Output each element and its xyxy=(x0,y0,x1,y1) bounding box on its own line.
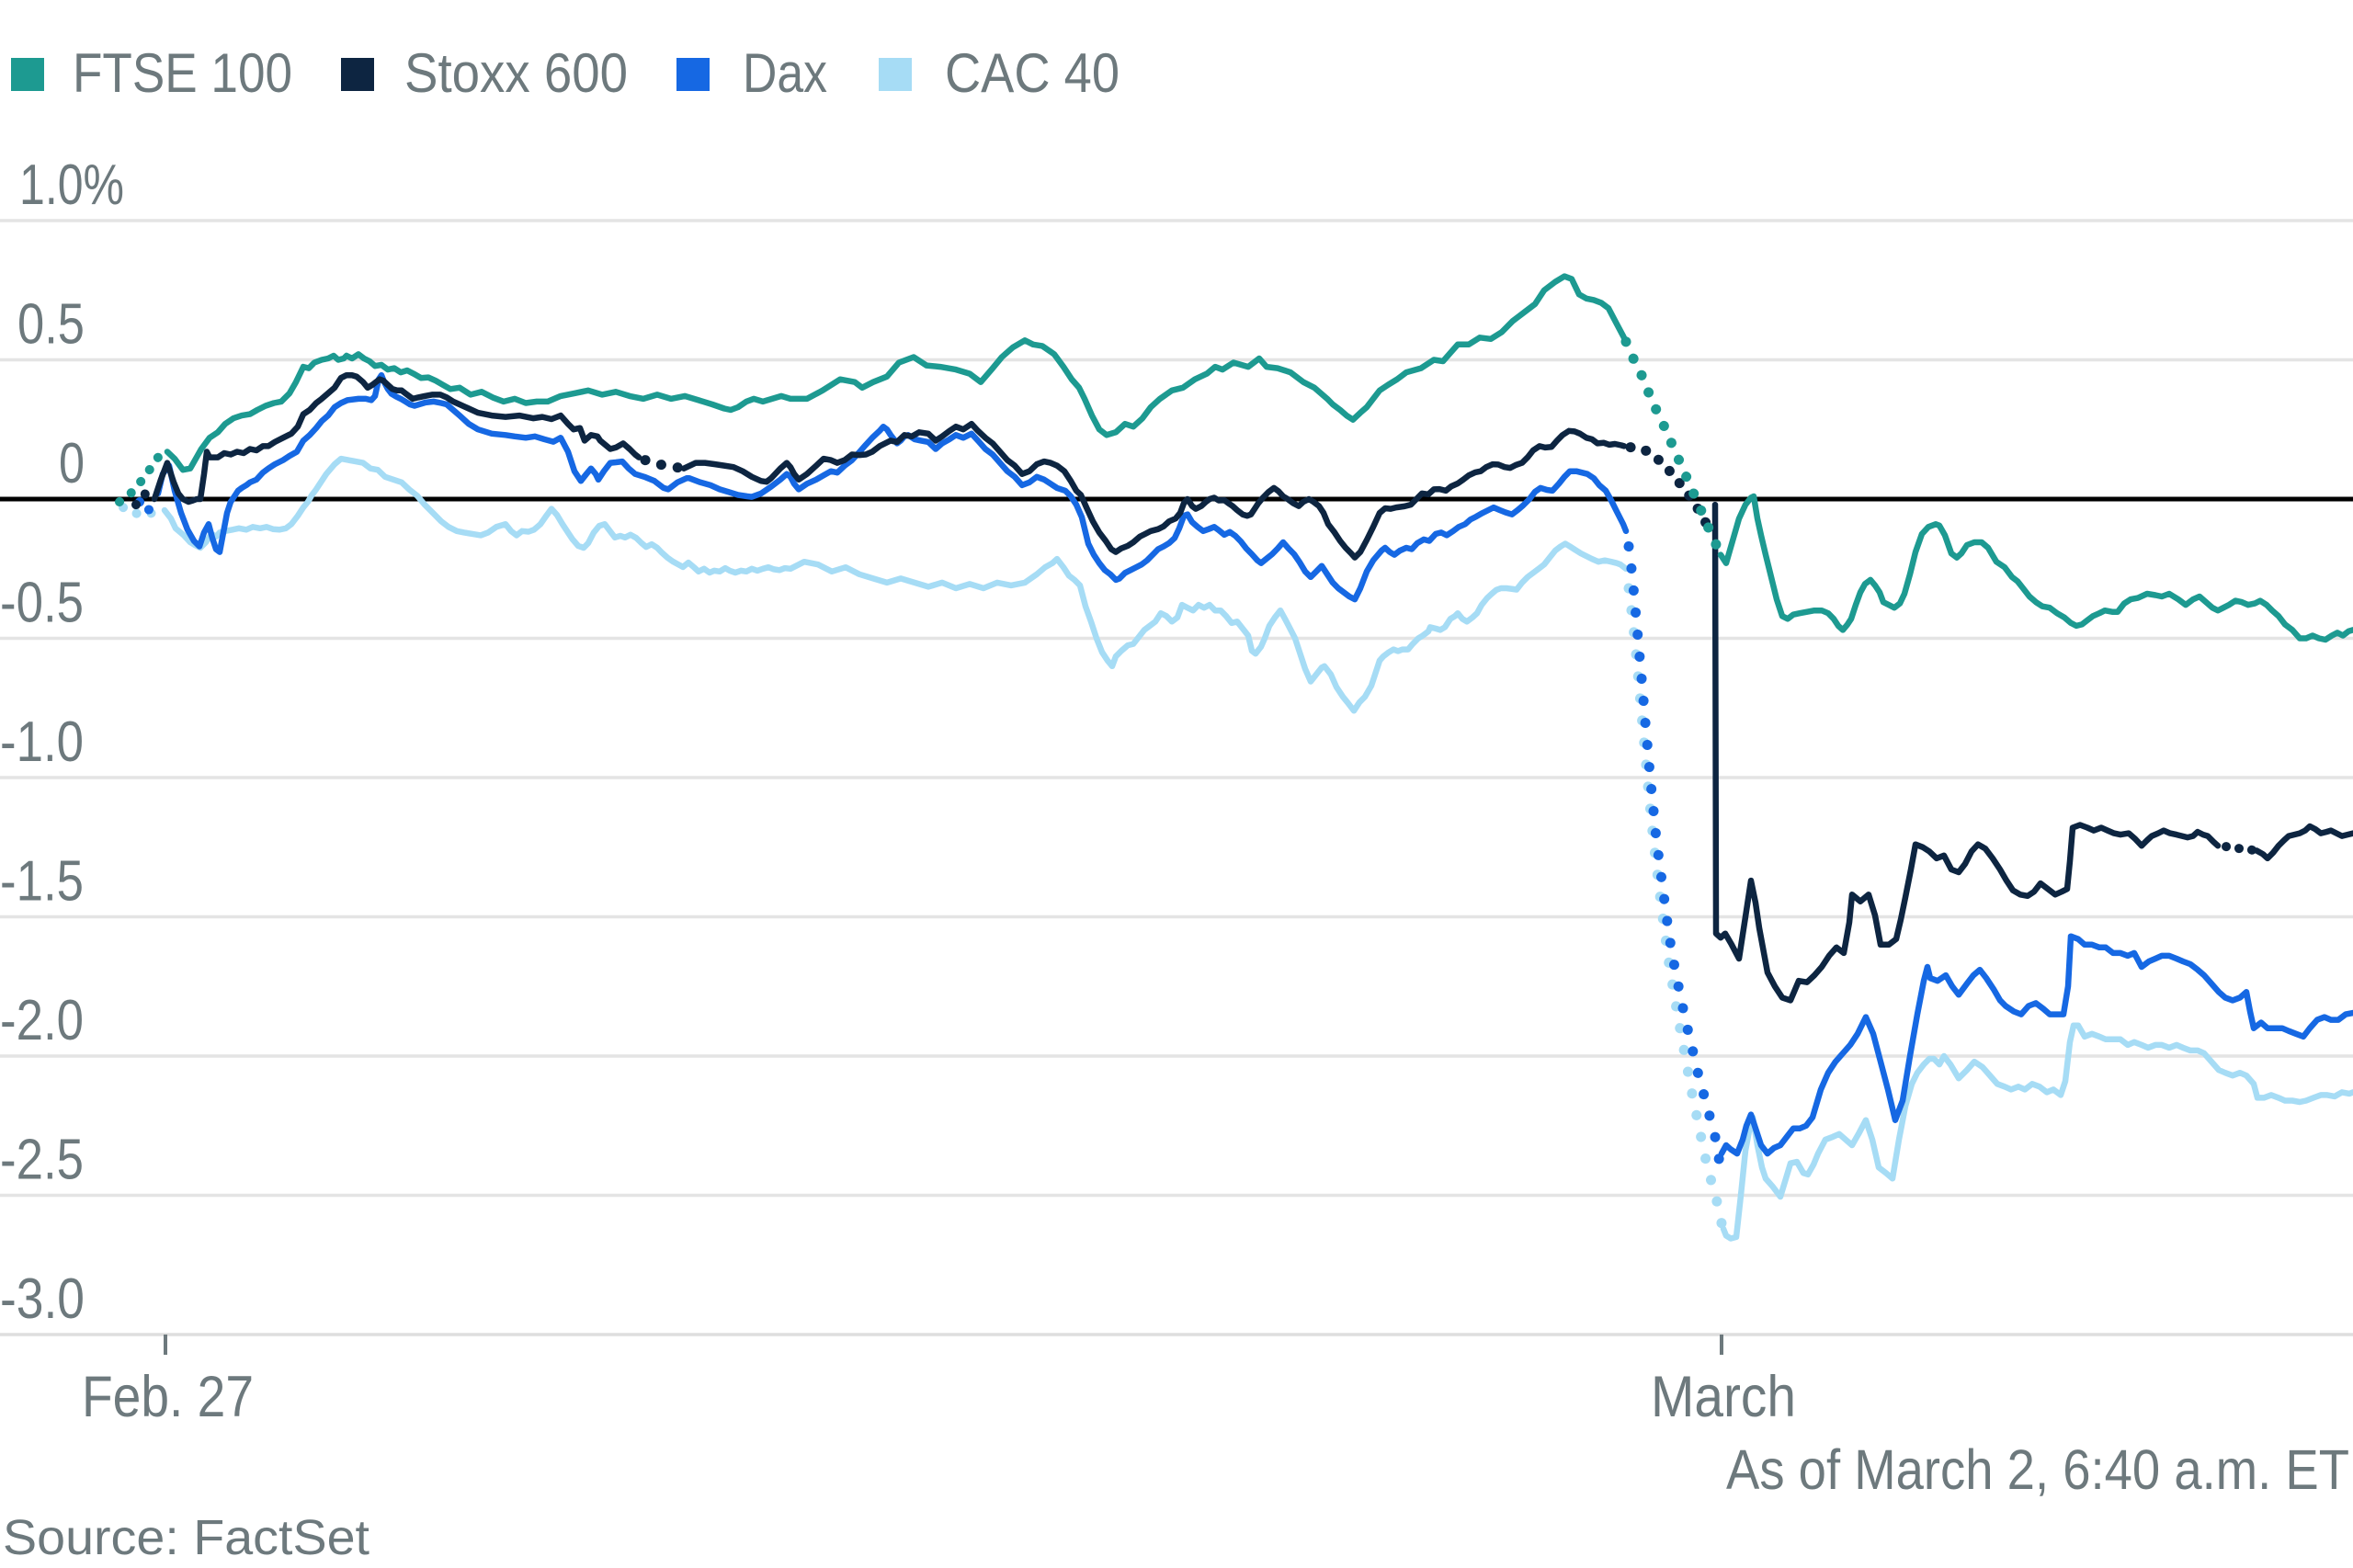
svg-text:-0.5: -0.5 xyxy=(0,572,84,635)
svg-text:Stoxx 600: Stoxx 600 xyxy=(404,42,628,104)
svg-text:0.5: 0.5 xyxy=(17,293,85,357)
svg-text:Dax: Dax xyxy=(743,42,827,104)
svg-text:-3.0: -3.0 xyxy=(0,1267,85,1331)
svg-text:Source: FactSet: Source: FactSet xyxy=(3,1510,369,1563)
svg-text:-2.0: -2.0 xyxy=(0,989,84,1052)
svg-text:-1.0: -1.0 xyxy=(0,710,84,774)
svg-text:CAC 40: CAC 40 xyxy=(945,42,1120,104)
svg-text:FTSE 100: FTSE 100 xyxy=(73,42,292,104)
svg-text:1.0%: 1.0% xyxy=(19,153,124,217)
svg-text:-2.5: -2.5 xyxy=(0,1129,84,1192)
svg-text:-1.5: -1.5 xyxy=(0,850,84,914)
svg-text:Feb. 27: Feb. 27 xyxy=(82,1365,254,1429)
svg-text:March: March xyxy=(1651,1365,1796,1429)
svg-text:0: 0 xyxy=(59,432,85,495)
svg-text:As of March 2, 6:40 a.m. ET: As of March 2, 6:40 a.m. ET xyxy=(1726,1438,2349,1501)
